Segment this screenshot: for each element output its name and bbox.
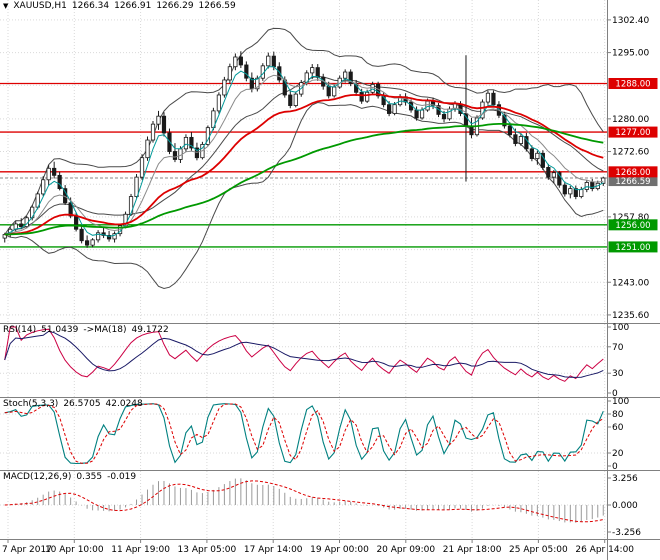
svg-text:1280.00: 1280.00 xyxy=(612,115,649,125)
rsi-ma-value: 49.1722 xyxy=(131,325,169,335)
svg-text:19 Apr 00:00: 19 Apr 00:00 xyxy=(310,545,369,555)
svg-text:1302.40: 1302.40 xyxy=(612,16,649,26)
macd-name: MACD(12,26,9) xyxy=(3,472,72,482)
macd-value-main: 0.355 xyxy=(76,472,103,482)
stoch-name: Stoch(5,3,3) xyxy=(3,399,59,409)
moving-averages xyxy=(4,66,604,237)
svg-text:30: 30 xyxy=(612,369,624,379)
svg-text:1235.60: 1235.60 xyxy=(612,311,649,321)
svg-text:1257.80: 1257.80 xyxy=(612,213,649,223)
svg-text:17 Apr 14:00: 17 Apr 14:00 xyxy=(244,545,303,555)
candles xyxy=(2,51,606,248)
stoch-pane[interactable]: Stoch(5,3,3) 26.5705 42.0248 xyxy=(0,398,607,470)
svg-text:1243.00: 1243.00 xyxy=(612,278,649,288)
price-badges: 1266.59 1288.00 1277.00 1268.00 1256.00 1251.… xyxy=(608,78,658,253)
svg-text:1277.00: 1277.00 xyxy=(615,128,650,138)
svg-text:60: 60 xyxy=(612,423,624,433)
svg-text:-3.256: -3.256 xyxy=(612,528,641,538)
rsi-value: 51.0439 xyxy=(41,325,79,335)
svg-text:1295.00: 1295.00 xyxy=(612,49,649,59)
svg-text:1288.00: 1288.00 xyxy=(615,80,650,90)
macd-label: MACD(12,26,9) 0.355 -0.019 xyxy=(3,472,141,482)
rsi-name: RSI(14) xyxy=(3,325,37,335)
rsi-label: RSI(14) 51.0439 ->MA(18) 49.1722 xyxy=(3,325,174,335)
svg-text:21 Apr 18:00: 21 Apr 18:00 xyxy=(443,545,502,555)
svg-text:1268.00: 1268.00 xyxy=(615,168,650,178)
svg-text:13 Apr 05:00: 13 Apr 05:00 xyxy=(178,545,237,555)
svg-text:20 Apr 09:00: 20 Apr 09:00 xyxy=(376,545,435,555)
stoch-plot xyxy=(4,403,604,465)
svg-text:11 Apr 19:00: 11 Apr 19:00 xyxy=(111,545,170,555)
svg-text:20: 20 xyxy=(612,449,624,459)
svg-text:26 Apr 14:00: 26 Apr 14:00 xyxy=(575,545,634,555)
svg-text:0: 0 xyxy=(612,462,618,472)
main-chart-pane[interactable]: ▼ XAUUSD,H1 1266.34 1266.91 1266.29 1266.59 xyxy=(0,0,607,323)
ohlc-close: 1266.59 xyxy=(198,1,236,11)
rsi-plot xyxy=(4,326,604,382)
macd-pane[interactable]: MACD(12,26,9) 0.355 -0.019 xyxy=(0,471,607,539)
chart-title: ▼ XAUUSD,H1 1266.34 1266.91 1266.29 1266.59 xyxy=(3,1,241,11)
stoch-label: Stoch(5,3,3) 26.5705 42.0248 xyxy=(3,399,148,409)
chart-dropdown-icon[interactable]: ▼ xyxy=(3,2,9,10)
ohlc-open: 1266.34 xyxy=(71,1,110,11)
svg-text:1251.00: 1251.00 xyxy=(615,243,650,253)
svg-text:1266.59: 1266.59 xyxy=(615,177,650,187)
symbol-period-label: XAUUSD,H1 xyxy=(13,1,67,11)
ohlc-high: 1266.91 xyxy=(114,1,152,11)
svg-text:1272.60: 1272.60 xyxy=(612,148,649,158)
svg-text:70: 70 xyxy=(612,343,624,353)
macd-value-signal: -0.019 xyxy=(107,472,137,482)
price-axis[interactable] xyxy=(608,0,660,540)
svg-text:25 Apr 05:00: 25 Apr 05:00 xyxy=(509,545,568,555)
level-lines xyxy=(0,82,607,248)
rsi-ma-name: ->MA(18) xyxy=(83,325,127,335)
stoch-value-main: 26.5705 xyxy=(63,399,101,409)
macd-plot xyxy=(4,478,604,523)
ohlc-low: 1266.29 xyxy=(156,1,194,11)
svg-text:100: 100 xyxy=(612,397,629,407)
svg-text:80: 80 xyxy=(612,410,624,420)
stoch-value-signal: 42.0248 xyxy=(105,399,143,409)
rsi-pane[interactable]: RSI(14) 51.0439 ->MA(18) 49.1722 xyxy=(0,324,607,397)
svg-text:7 Apr 2017: 7 Apr 2017 xyxy=(2,545,52,555)
time-axis[interactable] xyxy=(0,540,660,560)
svg-text:0: 0 xyxy=(612,389,618,399)
svg-text:3.256: 3.256 xyxy=(612,474,638,484)
svg-text:10 Apr 10:00: 10 Apr 10:00 xyxy=(45,545,104,555)
svg-text:0.000: 0.000 xyxy=(612,501,638,511)
svg-text:1256.00: 1256.00 xyxy=(615,221,650,231)
svg-text:100: 100 xyxy=(612,323,629,333)
